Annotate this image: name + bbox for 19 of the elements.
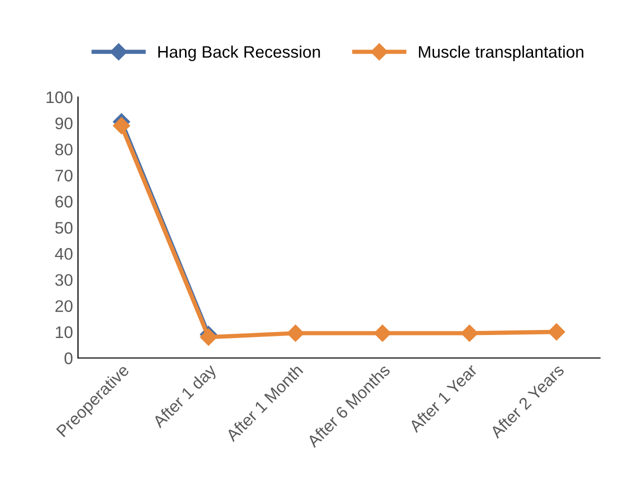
y-tick-label: 60 [55, 196, 72, 208]
point [200, 328, 218, 346]
point [112, 117, 130, 134]
y-tick-label: 50 [55, 222, 72, 234]
point [460, 324, 478, 342]
y-tick-label: 0 [64, 352, 72, 364]
point [286, 324, 304, 342]
point [548, 323, 566, 340]
legend-label: Muscle transplantation [418, 46, 584, 62]
y-tick-label: 70 [55, 170, 72, 182]
y-tick-label: 100 [46, 91, 72, 104]
y-tick-label: 80 [55, 144, 72, 156]
y-tick-label: 30 [55, 274, 72, 286]
y-tick-label: 20 [55, 300, 72, 312]
y-tick-label: 90 [55, 118, 72, 130]
legend-label: Hang Back Recession [158, 46, 320, 62]
y-tick-label: 40 [54, 248, 72, 260]
y-tick-label: 10 [56, 326, 72, 338]
point [374, 324, 392, 342]
